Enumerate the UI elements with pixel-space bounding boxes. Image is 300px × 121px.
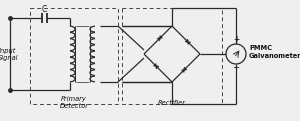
Text: Input
Signal: Input Signal [0, 47, 18, 60]
Polygon shape [155, 65, 159, 69]
Polygon shape [183, 67, 187, 71]
Polygon shape [185, 39, 189, 43]
Text: −: − [232, 64, 239, 72]
Text: C: C [41, 5, 46, 15]
Text: Rectifier: Rectifier [158, 100, 186, 106]
Text: Primary
Detector: Primary Detector [59, 97, 88, 110]
Text: PMMC
Galvanometer: PMMC Galvanometer [249, 45, 300, 58]
Polygon shape [157, 37, 161, 41]
Text: +: + [233, 35, 239, 45]
